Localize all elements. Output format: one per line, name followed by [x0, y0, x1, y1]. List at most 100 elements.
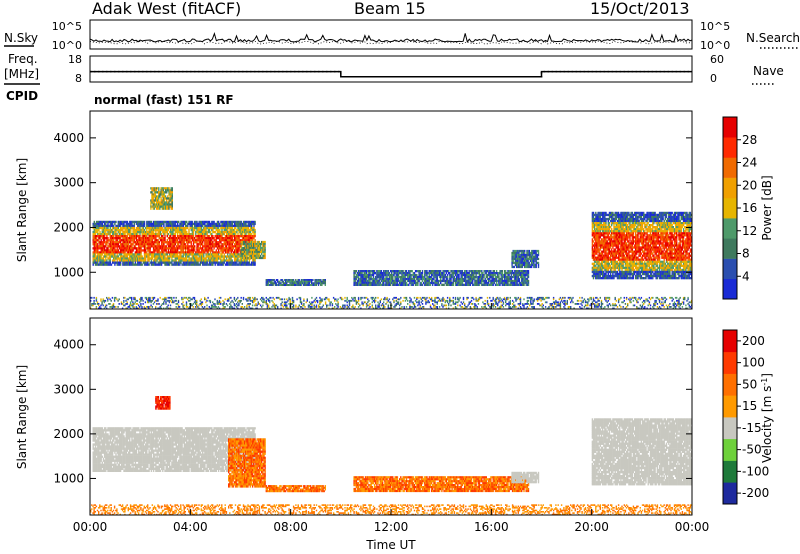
heatmap-cell — [599, 256, 601, 259]
heatmap-cell — [403, 275, 405, 279]
heatmap-cell — [141, 249, 143, 252]
heatmap-cell — [186, 226, 188, 230]
heatmap-cell — [280, 279, 282, 281]
heatmap-cell — [251, 254, 254, 258]
heatmap-cell — [245, 261, 247, 264]
heatmap-cell — [159, 247, 162, 250]
heatmap-cell — [600, 264, 603, 267]
heatmap-cell — [176, 235, 179, 238]
heatmap-cell — [205, 247, 207, 250]
heatmap-cell — [212, 226, 214, 230]
heatmap-cell — [289, 282, 291, 285]
heatmap-cell — [123, 257, 125, 260]
heatmap-cell — [122, 255, 124, 258]
heatmap-cell — [236, 247, 238, 250]
heatmap-cell — [456, 270, 458, 273]
heatmap-cell — [225, 220, 228, 224]
heatmap-cell — [181, 228, 183, 232]
heatmap-cell — [359, 283, 361, 286]
heatmap-cell — [467, 275, 469, 279]
heatmap-cell — [122, 249, 124, 252]
heatmap-cell — [526, 270, 529, 273]
heatmap-cell — [180, 259, 182, 262]
heatmap-cell — [460, 272, 462, 275]
heatmap-cell — [416, 275, 418, 279]
heatmap-cell — [369, 283, 371, 286]
heatmap-cell — [142, 257, 145, 260]
heatmap-cell — [174, 249, 176, 252]
heatmap-cell — [388, 273, 391, 277]
heatmap-cell — [95, 257, 98, 260]
heatmap-cell — [430, 272, 433, 275]
heatmap-cell — [601, 266, 604, 270]
heatmap-cell — [170, 235, 172, 238]
heatmap-cell — [317, 282, 320, 285]
heatmap-cell — [162, 259, 164, 262]
heatmap-cell — [169, 189, 171, 192]
heatmap-cell — [240, 233, 243, 236]
heatmap-cell — [197, 233, 199, 236]
heatmap-cell — [477, 279, 480, 283]
heatmap-cell — [129, 226, 131, 230]
heatmap-cell — [124, 220, 126, 224]
heatmap-cell — [430, 275, 433, 279]
heatmap-cell — [119, 263, 122, 266]
heatmap-cell — [255, 256, 257, 260]
heatmap-cell — [168, 203, 170, 206]
heatmap-cell — [229, 257, 231, 260]
heatmap-cell — [116, 228, 118, 232]
heatmap-cell — [106, 249, 108, 252]
heatmap-cell — [592, 244, 595, 247]
heatmap-cell — [450, 283, 452, 286]
heatmap-cell — [498, 277, 500, 281]
heatmap-cell — [604, 230, 606, 233]
heatmap-cell — [411, 277, 413, 281]
heatmap-cell — [105, 255, 107, 258]
heatmap-cell — [236, 253, 238, 256]
heatmap-cell — [522, 270, 524, 273]
heatmap-cell — [402, 275, 404, 279]
heatmap-cell — [93, 251, 95, 254]
heatmap-cell — [220, 233, 222, 236]
heatmap-cell — [93, 233, 95, 236]
heatmap-cell — [214, 253, 216, 256]
heatmap-cell — [259, 244, 262, 248]
heatmap-cell — [181, 245, 183, 248]
freq-unit-label: [MHz] — [4, 67, 39, 81]
heatmap-cell — [225, 249, 228, 252]
heatmap-cell — [117, 228, 119, 232]
heatmap-cell — [173, 233, 175, 236]
heatmap-cell — [131, 253, 133, 256]
heatmap-cell — [223, 224, 225, 228]
heatmap-cell — [101, 249, 103, 252]
heatmap-cell — [162, 201, 164, 204]
heatmap-cell — [235, 249, 237, 252]
heatmap-cell — [148, 233, 150, 236]
heatmap-cell — [131, 224, 133, 228]
heatmap-cell — [123, 259, 125, 262]
heatmap-cell — [413, 279, 416, 283]
heatmap-cell — [408, 275, 410, 279]
heatmap-cell — [159, 228, 162, 232]
heatmap-cell — [188, 249, 190, 252]
heatmap-cell — [528, 253, 530, 257]
heatmap-cell — [119, 237, 122, 240]
heatmap-cell — [110, 239, 113, 242]
heatmap-cell — [490, 279, 492, 283]
heatmap-cell — [174, 253, 176, 256]
heatmap-cell — [97, 245, 99, 248]
heatmap-cell — [451, 275, 453, 279]
nave-label: Nave — [753, 64, 784, 78]
heatmap-cell — [286, 280, 288, 283]
heatmap-cell — [150, 205, 152, 208]
heatmap-cell — [171, 233, 173, 236]
heatmap-cell — [160, 263, 163, 266]
heatmap-cell — [92, 239, 94, 242]
heatmap-cell — [470, 279, 473, 283]
heatmap-cell — [109, 224, 111, 228]
heatmap-cell — [138, 243, 140, 246]
heatmap-cell — [192, 245, 195, 248]
heatmap-cell — [427, 275, 429, 279]
heatmap-cell — [409, 277, 411, 281]
heatmap-cell — [194, 228, 196, 232]
